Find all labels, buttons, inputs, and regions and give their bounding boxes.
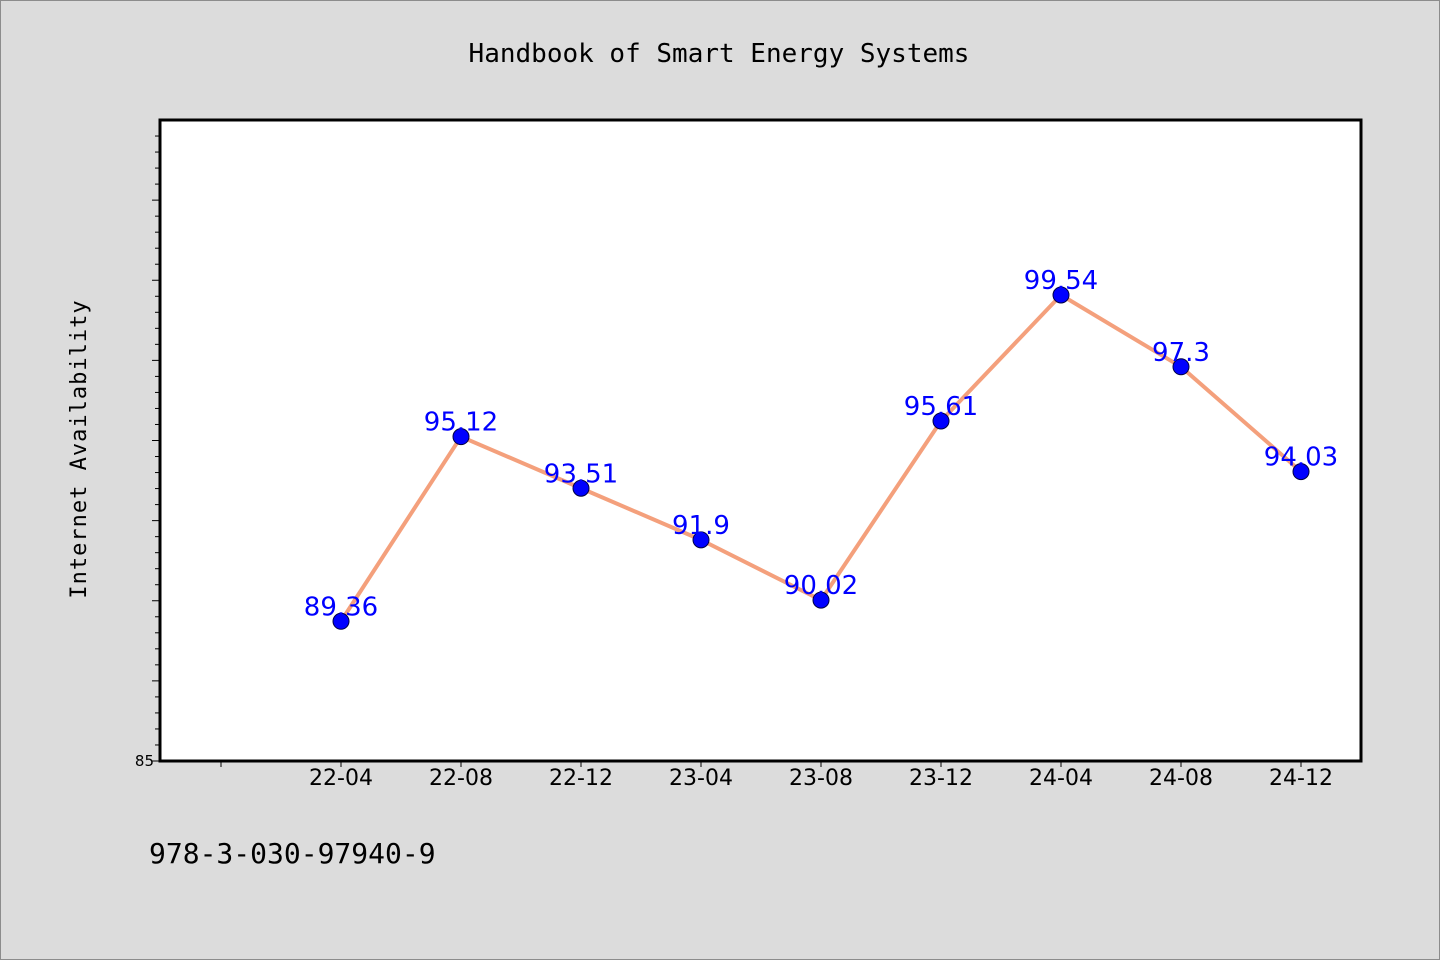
chart-title: Handbook of Smart Energy Systems: [469, 39, 970, 69]
x-tick-label: 24-08: [1149, 766, 1213, 791]
data-point: [1172, 358, 1190, 376]
data-label: 95.61: [904, 392, 978, 422]
x-tick-label: 23-08: [789, 766, 853, 791]
y-axis-ticks: 85: [135, 135, 160, 770]
data-label: 89.36: [304, 592, 378, 622]
x-tick-label: 24-12: [1269, 766, 1333, 791]
data-point: [1292, 463, 1310, 481]
data-point: [1052, 286, 1070, 304]
y-axis-label: Internet Availability: [67, 299, 92, 598]
y-tick-label: 85: [135, 752, 154, 770]
data-point: [572, 479, 590, 497]
data-label: 99.54: [1024, 266, 1098, 296]
x-tick-label: 24-04: [1029, 766, 1093, 791]
data-point: [332, 612, 350, 630]
data-label: 93.51: [544, 459, 618, 489]
data-label: 97.3: [1152, 338, 1210, 368]
data-point: [452, 428, 470, 446]
data-label: 95.12: [424, 408, 498, 438]
series-layer: 89.36 95.12 93.51 91.9 90.02 95.61 99.54 97.3 94…: [304, 266, 1338, 630]
x-tick-label: 23-12: [909, 766, 973, 791]
data-label: 91.9: [672, 511, 730, 541]
x-tick-label: 22-08: [429, 766, 493, 791]
plot-area: [158, 118, 1363, 763]
data-point: [812, 591, 830, 609]
isbn-text: 978-3-030-97940-9: [149, 837, 436, 870]
x-tick-label: 23-04: [669, 766, 733, 791]
x-axis-ticks: 22-04 22-08 22-12 23-04 23-08 23-12 24-04 24-08…: [220, 761, 1333, 791]
data-point: [692, 531, 710, 549]
x-tick-label: 22-12: [549, 766, 613, 791]
data-label: 94.03: [1264, 443, 1338, 473]
data-label: 90.02: [784, 571, 858, 601]
x-tick-label: 22-04: [309, 766, 373, 791]
data-point: [932, 412, 950, 430]
